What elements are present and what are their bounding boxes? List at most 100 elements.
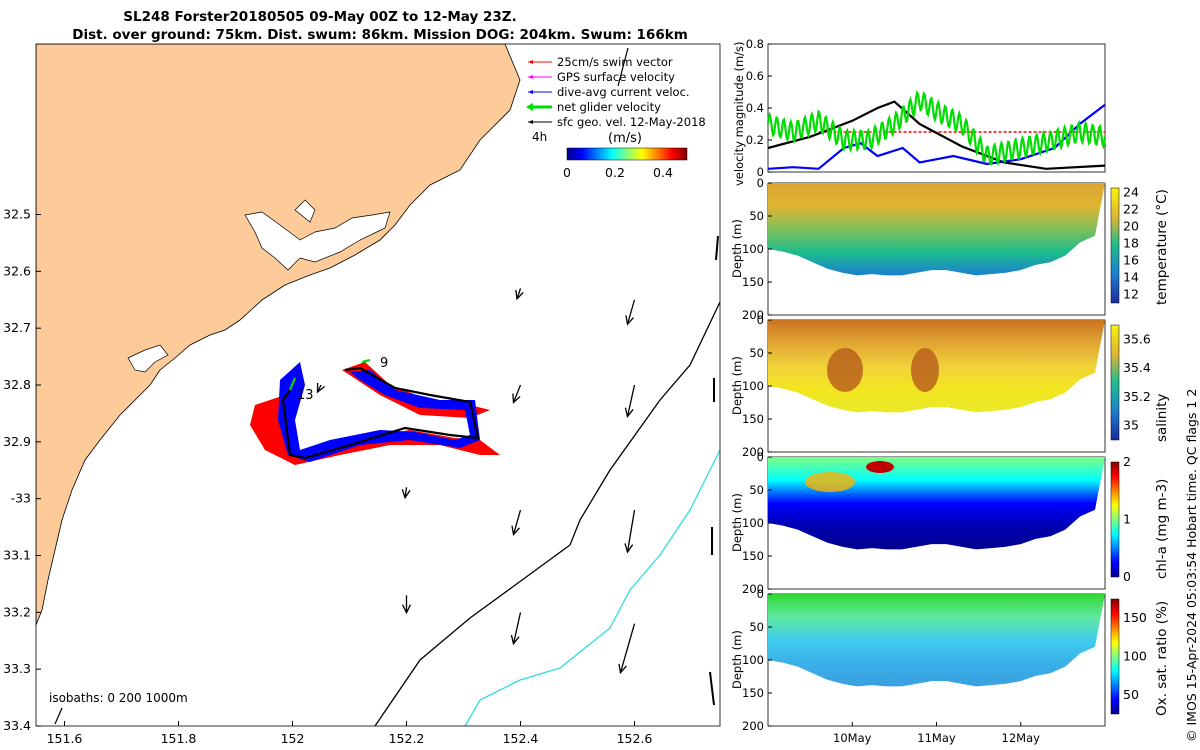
- depth-tick-label: 0: [757, 313, 764, 327]
- colorbar-tick-label: 14: [1123, 269, 1139, 284]
- edge-arrow: [54, 707, 63, 725]
- legend-swim: 25cm/s swim vector: [557, 55, 673, 69]
- colorbar-tick-label: 2: [1123, 454, 1131, 469]
- colorbar-label: temperature (°C): [1154, 189, 1170, 305]
- geo-arrow-head: [316, 382, 326, 394]
- colorbar-tick-label: 0.4: [653, 165, 673, 180]
- velocity-diveavg-line: [767, 103, 1106, 170]
- geo-arrow-head: [624, 407, 634, 418]
- depth-tick-label: 100: [742, 653, 764, 667]
- credit-text: © IMOS 15-Apr-2024 05:03:54 Hobart time.…: [1184, 388, 1199, 742]
- map-ytick-label: 33.1: [3, 548, 31, 563]
- chl-max-patch: [866, 461, 894, 473]
- colorbar-label: salinity: [1154, 394, 1170, 442]
- colorbar-tick-label: 100: [1123, 649, 1147, 664]
- map-ytick-label: 32.8: [3, 377, 31, 392]
- depth-tick-label: 100: [742, 242, 764, 256]
- map-ytick-label: 32.7: [3, 320, 31, 335]
- profile-colorbar: [1110, 187, 1120, 304]
- map-axis-ticks: 151.6 151.8 152 152.2 152.4 152.6 32.5 32.6 32.7…: [3, 207, 652, 747]
- map-xtick-label: 152: [281, 731, 305, 746]
- legend-net: net glider velocity: [557, 100, 661, 114]
- map-xtick-label: 152.2: [389, 731, 425, 746]
- depth-tick-label: 150: [742, 549, 764, 563]
- depth-tick-label: 200: [742, 582, 764, 596]
- depth-tick-label: 200: [742, 445, 764, 459]
- isobath-label: isobaths: 0 200 1000m: [49, 691, 188, 705]
- colorbar-tick-label: 16: [1123, 252, 1139, 267]
- velocity-net-line: [766, 89, 1107, 167]
- depth-tick-label: 0: [757, 176, 764, 190]
- colorbar-tick-label: 35.2: [1123, 389, 1151, 404]
- time-tick-label: 11May: [917, 731, 956, 745]
- profile-colorbar: [1110, 461, 1120, 578]
- depth-tick-label: 50: [749, 620, 764, 634]
- colorbar-label: Ox. sat. ratio (%): [1154, 601, 1170, 716]
- geo-arrow-shaft: [404, 487, 408, 498]
- geo-velocity-arrows: [316, 288, 636, 675]
- map-legend: 25cm/s swim vector GPS surface velocity …: [526, 47, 706, 180]
- depth-axis-label: Depth (m): [730, 630, 744, 689]
- time-tick-label: 10May: [833, 731, 872, 745]
- legend-geovel: sfc geo. vel. 12-May-2018: [557, 115, 706, 129]
- geo-arrow-head: [510, 634, 520, 646]
- geo-arrow-shaft: [626, 384, 636, 417]
- profile-colorbar: [1110, 324, 1120, 441]
- depth-axis-label: Depth (m): [730, 356, 744, 415]
- depth-tick-label: 0: [757, 450, 764, 464]
- geo-arrow-shaft: [512, 384, 522, 403]
- colorbar-tick-label: 150: [1123, 610, 1147, 625]
- colorbar-interval: 4h: [532, 130, 547, 144]
- chl-patch: [805, 472, 855, 492]
- chart-title: SL248 Forster20180505 09-May 00Z to 12-M…: [123, 9, 517, 25]
- depth-axis-label: Depth (m): [730, 493, 744, 552]
- lake-north: [294, 199, 316, 223]
- velocity-axis-ticks: 0 0.2 0.4 0.6 0.8: [746, 37, 772, 179]
- velocity-axis-label: velocity magnitude (m/s): [732, 41, 746, 186]
- estuary-lake: [244, 211, 391, 271]
- geo-arrow-head: [511, 525, 520, 536]
- depth-tick-label: 150: [742, 275, 764, 289]
- map-ytick-label: 33.2: [3, 604, 31, 619]
- track-label-13: 13: [297, 388, 314, 403]
- colorbar-tick-label: 35: [1123, 418, 1139, 433]
- colorbar-tick-label: 24: [1123, 184, 1139, 199]
- colorbar-tick-label: 20: [1123, 218, 1139, 233]
- depth-tick-label: 150: [742, 686, 764, 700]
- velocity-ytick-label: 0: [757, 165, 764, 179]
- depth-tick-label: 200: [742, 719, 764, 733]
- colorbar-tick-label: 50: [1123, 687, 1139, 702]
- salinity-patch: [911, 348, 939, 392]
- velocity-ytick-label: 0.8: [746, 37, 764, 51]
- colorbar-tick-label: 0: [563, 165, 571, 180]
- geo-arrow-head: [401, 489, 411, 500]
- depth-tick-label: 50: [749, 209, 764, 223]
- map-xtick-label: 151.6: [47, 731, 83, 746]
- geo-arrow-head: [402, 604, 411, 615]
- edge-arrow: [715, 235, 719, 261]
- chart-subtitle: Dist. over ground: 75km. Dist. swum: 86k…: [72, 27, 688, 43]
- depth-tick-label: 50: [749, 346, 764, 360]
- isobath-1000m: [464, 449, 721, 727]
- depth-tick-label: 100: [742, 516, 764, 530]
- profile-data-area: [768, 594, 1105, 687]
- edge-arrow: [709, 671, 715, 706]
- geo-arrow-shaft: [626, 509, 636, 553]
- colorbar-tick-label: 0: [1123, 569, 1131, 584]
- colorbar-tick-label: 12: [1123, 286, 1139, 301]
- velocity-ytick-label: 0.2: [746, 133, 764, 147]
- map-ytick-label: -33: [11, 491, 31, 506]
- velocity-series: [766, 89, 1107, 170]
- speed-colorbar: [566, 147, 688, 161]
- time-tick-label: 12May: [1002, 731, 1041, 745]
- colorbar-tick-label: 0.2: [605, 165, 625, 180]
- colorbar-units: (m/s): [608, 131, 642, 146]
- salinity-patch: [827, 348, 863, 392]
- depth-tick-label: 150: [742, 412, 764, 426]
- legend-diveavg: dive-avg current veloc.: [557, 85, 690, 99]
- colorbar-tick-label: 35.6: [1123, 331, 1151, 346]
- colorbar-tick-label: 18: [1123, 235, 1139, 250]
- track-label-9: 9: [380, 356, 388, 371]
